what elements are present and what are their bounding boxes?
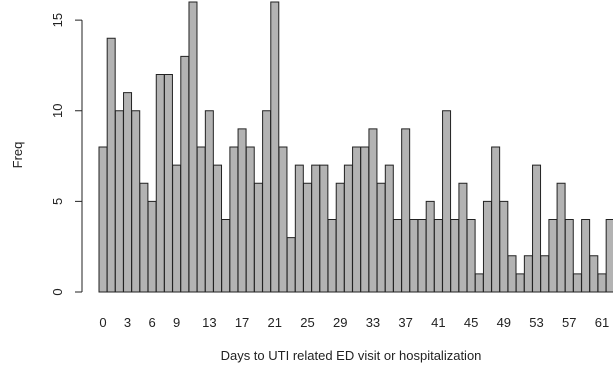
bar-54 xyxy=(540,255,550,293)
bar-4 xyxy=(131,110,141,293)
bar-43 xyxy=(450,219,460,293)
bar-19 xyxy=(253,182,263,293)
bar-3 xyxy=(123,92,133,293)
y-axis: 0 5 10 15 xyxy=(50,13,83,296)
x-tick-label: 9 xyxy=(173,315,180,330)
bar-11 xyxy=(188,1,198,293)
bar-60 xyxy=(589,255,599,293)
bar-48 xyxy=(491,146,501,293)
x-tick-label: 41 xyxy=(431,315,445,330)
bar-27 xyxy=(319,164,329,293)
bar-22 xyxy=(278,146,288,293)
bar-41 xyxy=(433,219,443,293)
bar-51 xyxy=(515,273,525,293)
bar-31 xyxy=(352,146,362,293)
bar-45 xyxy=(466,219,476,293)
bar-17 xyxy=(237,128,247,293)
y-tick-label: 10 xyxy=(50,104,65,118)
x-tick-label: 6 xyxy=(148,315,155,330)
bar-25 xyxy=(303,182,312,293)
x-tick-label: 13 xyxy=(202,315,216,330)
x-tick-label: 21 xyxy=(268,315,282,330)
bar-50 xyxy=(507,255,517,293)
x-axis-label: Days to UTI related ED visit or hospital… xyxy=(221,348,482,363)
x-tick-label: 45 xyxy=(464,315,478,330)
y-axis-label: Freq xyxy=(10,142,25,169)
bar-10 xyxy=(180,55,190,293)
y-tick-label: 0 xyxy=(50,288,65,295)
bar-57 xyxy=(564,219,574,293)
bar-55 xyxy=(548,219,558,293)
bar-32 xyxy=(360,146,370,293)
x-tick-labels: 0 3 6 9 13 17 21 25 29 33 37 41 45 49 53 57 61 xyxy=(99,315,609,330)
bar-8 xyxy=(163,74,173,293)
bar-30 xyxy=(343,164,353,293)
x-tick-label: 17 xyxy=(235,315,249,330)
x-tick-label: 29 xyxy=(333,315,347,330)
bar-36 xyxy=(392,219,402,293)
bar-18 xyxy=(245,146,255,293)
bar-14 xyxy=(213,164,223,293)
x-tick-label: 33 xyxy=(366,315,380,330)
bar-16 xyxy=(229,146,239,293)
bar-53 xyxy=(532,164,542,293)
bar-58 xyxy=(572,273,582,293)
x-tick-label: 61 xyxy=(595,315,609,330)
bar-40 xyxy=(425,200,435,293)
bar-44 xyxy=(458,182,468,293)
bar-26 xyxy=(311,164,321,293)
bar-6 xyxy=(147,200,157,293)
bar-62 xyxy=(605,219,613,293)
bar-2 xyxy=(114,110,124,293)
y-tick-label: 5 xyxy=(50,198,65,205)
bar-61 xyxy=(597,273,607,293)
x-tick-label: 25 xyxy=(300,315,314,330)
bar-24 xyxy=(294,164,304,293)
bar-46 xyxy=(474,273,484,293)
bar-39 xyxy=(417,219,427,293)
bar-35 xyxy=(384,164,394,293)
y-tick-label: 15 xyxy=(50,13,65,27)
bar-59 xyxy=(581,219,591,293)
bar-15 xyxy=(221,219,231,293)
x-tick-label: 3 xyxy=(124,315,131,330)
bar-38 xyxy=(409,219,419,293)
bar-42 xyxy=(442,110,452,293)
bar-1 xyxy=(106,37,116,293)
bar-47 xyxy=(482,200,492,293)
bar-37 xyxy=(401,128,411,293)
bar-49 xyxy=(499,200,509,293)
bars-group xyxy=(98,1,613,293)
bar-28 xyxy=(327,219,337,293)
x-tick-label: 0 xyxy=(99,315,106,330)
bar-52 xyxy=(523,255,533,293)
bar-9 xyxy=(172,164,182,293)
bar-0 xyxy=(98,146,108,293)
bar-12 xyxy=(196,146,206,293)
bar-29 xyxy=(335,182,345,293)
bar-34 xyxy=(376,182,386,293)
x-tick-label: 57 xyxy=(562,315,576,330)
bar-21 xyxy=(270,1,280,293)
bar-33 xyxy=(368,128,378,293)
bar-13 xyxy=(204,110,214,293)
x-tick-label: 49 xyxy=(497,315,511,330)
bar-5 xyxy=(139,182,149,293)
bar-7 xyxy=(155,74,165,293)
bar-20 xyxy=(262,110,272,293)
x-tick-label: 37 xyxy=(398,315,412,330)
bar-56 xyxy=(556,182,566,293)
bar-23 xyxy=(286,237,296,293)
x-tick-label: 53 xyxy=(529,315,543,330)
